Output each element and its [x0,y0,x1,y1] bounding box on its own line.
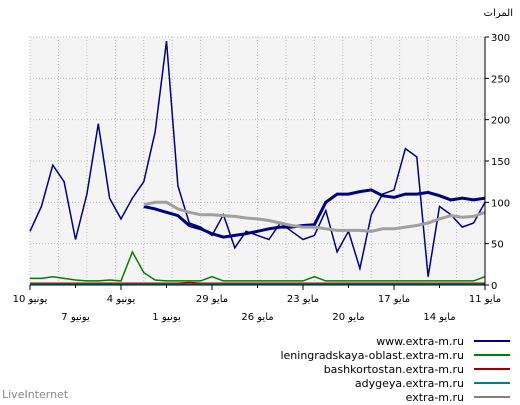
series-line [29,41,486,277]
series-layer [29,41,486,285]
y-tick-label: 300 [491,33,510,44]
x-tick-label: 20 مايو [332,312,364,323]
legend-item: www.extra-m.ru [190,334,510,348]
legend-item: extra-m.ru [190,390,510,404]
x-tick-label: 14 مايو [423,312,455,323]
legend-item: leningradskaya-oblast.extra-m.ru [190,348,510,362]
y-tick-label: 250 [491,74,510,85]
y-unit-label: المرات [484,8,513,19]
legend-swatch [474,354,510,356]
legend-item: bashkortostan.extra-m.ru [190,362,510,376]
brand-label: LiveInternet [2,388,69,401]
grid [29,36,486,286]
legend-swatch [474,396,510,398]
legend-item: adygeya.extra-m.ru [190,376,510,390]
y-tick-label: 50 [491,240,504,251]
x-tick-label: 4 يونيو [107,294,136,305]
legend-swatch [474,340,510,342]
x-tick-label: 17 مايو [378,294,410,305]
chart: 0 50 100 150 200 250 300 المرات 10 يونيو 4 يونيو 2… [13,8,513,323]
legend-swatch [474,382,510,384]
legend-label: leningradskaya-oblast.extra-m.ru [280,348,464,362]
legend: www.extra-m.ru leningradskaya-oblast.ext… [190,334,510,404]
x-tick-label: 11 مايو [469,294,501,305]
y-tick-label: 200 [491,116,510,127]
x-tick-label: 10 يونيو [13,294,48,305]
series-line [30,250,486,282]
legend-swatch [474,368,510,370]
moving-average-line [143,188,486,239]
moving-average-line [143,200,486,233]
x-tick-label: 23 مايو [287,294,319,305]
series-line [30,281,485,285]
y-tick-label: 100 [491,198,510,209]
legend-label: extra-m.ru [405,390,464,404]
axes: 0 50 100 150 200 250 300 المرات 10 يونيو 4 يونيو 2… [13,8,513,323]
legend-label: www.extra-m.ru [376,334,464,348]
legend-label: bashkortostan.extra-m.ru [323,362,464,376]
x-tick-label: 7 يونيو [61,312,90,323]
x-tick-label: 1 يونيو [152,312,181,323]
x-tick-label: 26 مايو [241,312,273,323]
legend-label: adygeya.extra-m.ru [354,376,464,390]
y-tick-label: 0 [491,281,497,292]
x-tick-label: 29 مايو [196,294,228,305]
y-tick-label: 150 [491,157,510,168]
